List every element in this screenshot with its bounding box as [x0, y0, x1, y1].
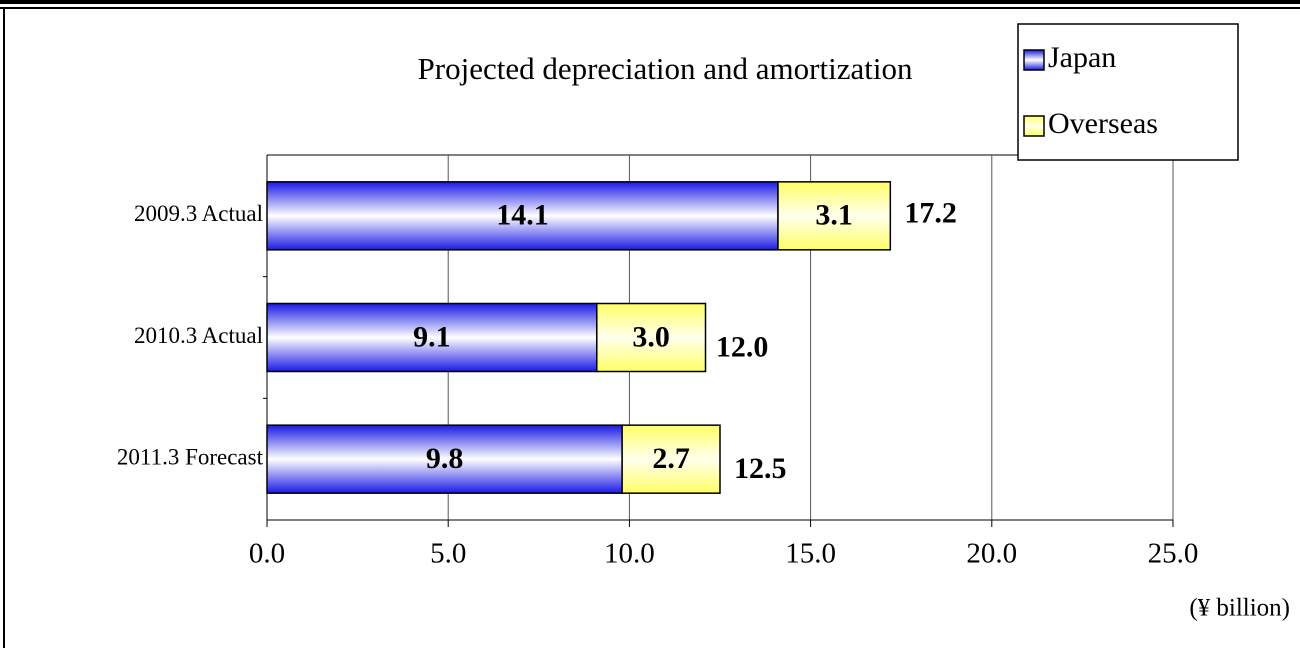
bar-segment	[266, 302, 598, 373]
bar-segment	[596, 302, 707, 373]
legend-label: Overseas	[1048, 107, 1158, 140]
y-tick-label: 2009.3 Actual	[134, 201, 263, 226]
frame-left	[3, 8, 5, 648]
bar-segment	[266, 424, 623, 494]
data-label: 3.1	[815, 199, 853, 232]
x-tick-label: 0.0	[249, 538, 285, 570]
y-tick-label: 2010.3 Actual	[134, 323, 263, 348]
x-tick-label: 10.0	[604, 538, 655, 570]
data-label: 9.1	[413, 320, 451, 353]
data-label: 9.8	[426, 442, 464, 475]
y-tick-label: 2011.3 Forecast	[117, 444, 264, 469]
bar-segment	[621, 424, 721, 494]
bar-segment	[777, 181, 892, 251]
x-tick-label: 5.0	[430, 538, 466, 570]
total-label: 17.2	[904, 197, 957, 230]
legend-box	[1017, 23, 1239, 161]
legend-swatch	[1023, 115, 1045, 137]
data-label: 3.0	[632, 320, 670, 353]
legend-label: Japan	[1048, 41, 1116, 74]
chart-title: Projected depreciation and amortization	[418, 51, 913, 86]
x-tick-label: 20.0	[966, 538, 1017, 570]
frame-top	[0, 0, 1300, 4]
data-label: 2.7	[652, 442, 690, 475]
total-label: 12.5	[734, 452, 787, 485]
bar-segment	[266, 181, 779, 251]
total-label: 12.0	[716, 330, 769, 363]
x-tick-label: 15.0	[785, 538, 836, 570]
x-tick-label: 25.0	[1148, 538, 1199, 570]
frame-top-inner	[0, 7, 1300, 9]
legend-swatch	[1023, 49, 1045, 71]
unit-label: (¥ billion)	[1189, 595, 1290, 622]
data-label: 14.1	[496, 199, 549, 232]
